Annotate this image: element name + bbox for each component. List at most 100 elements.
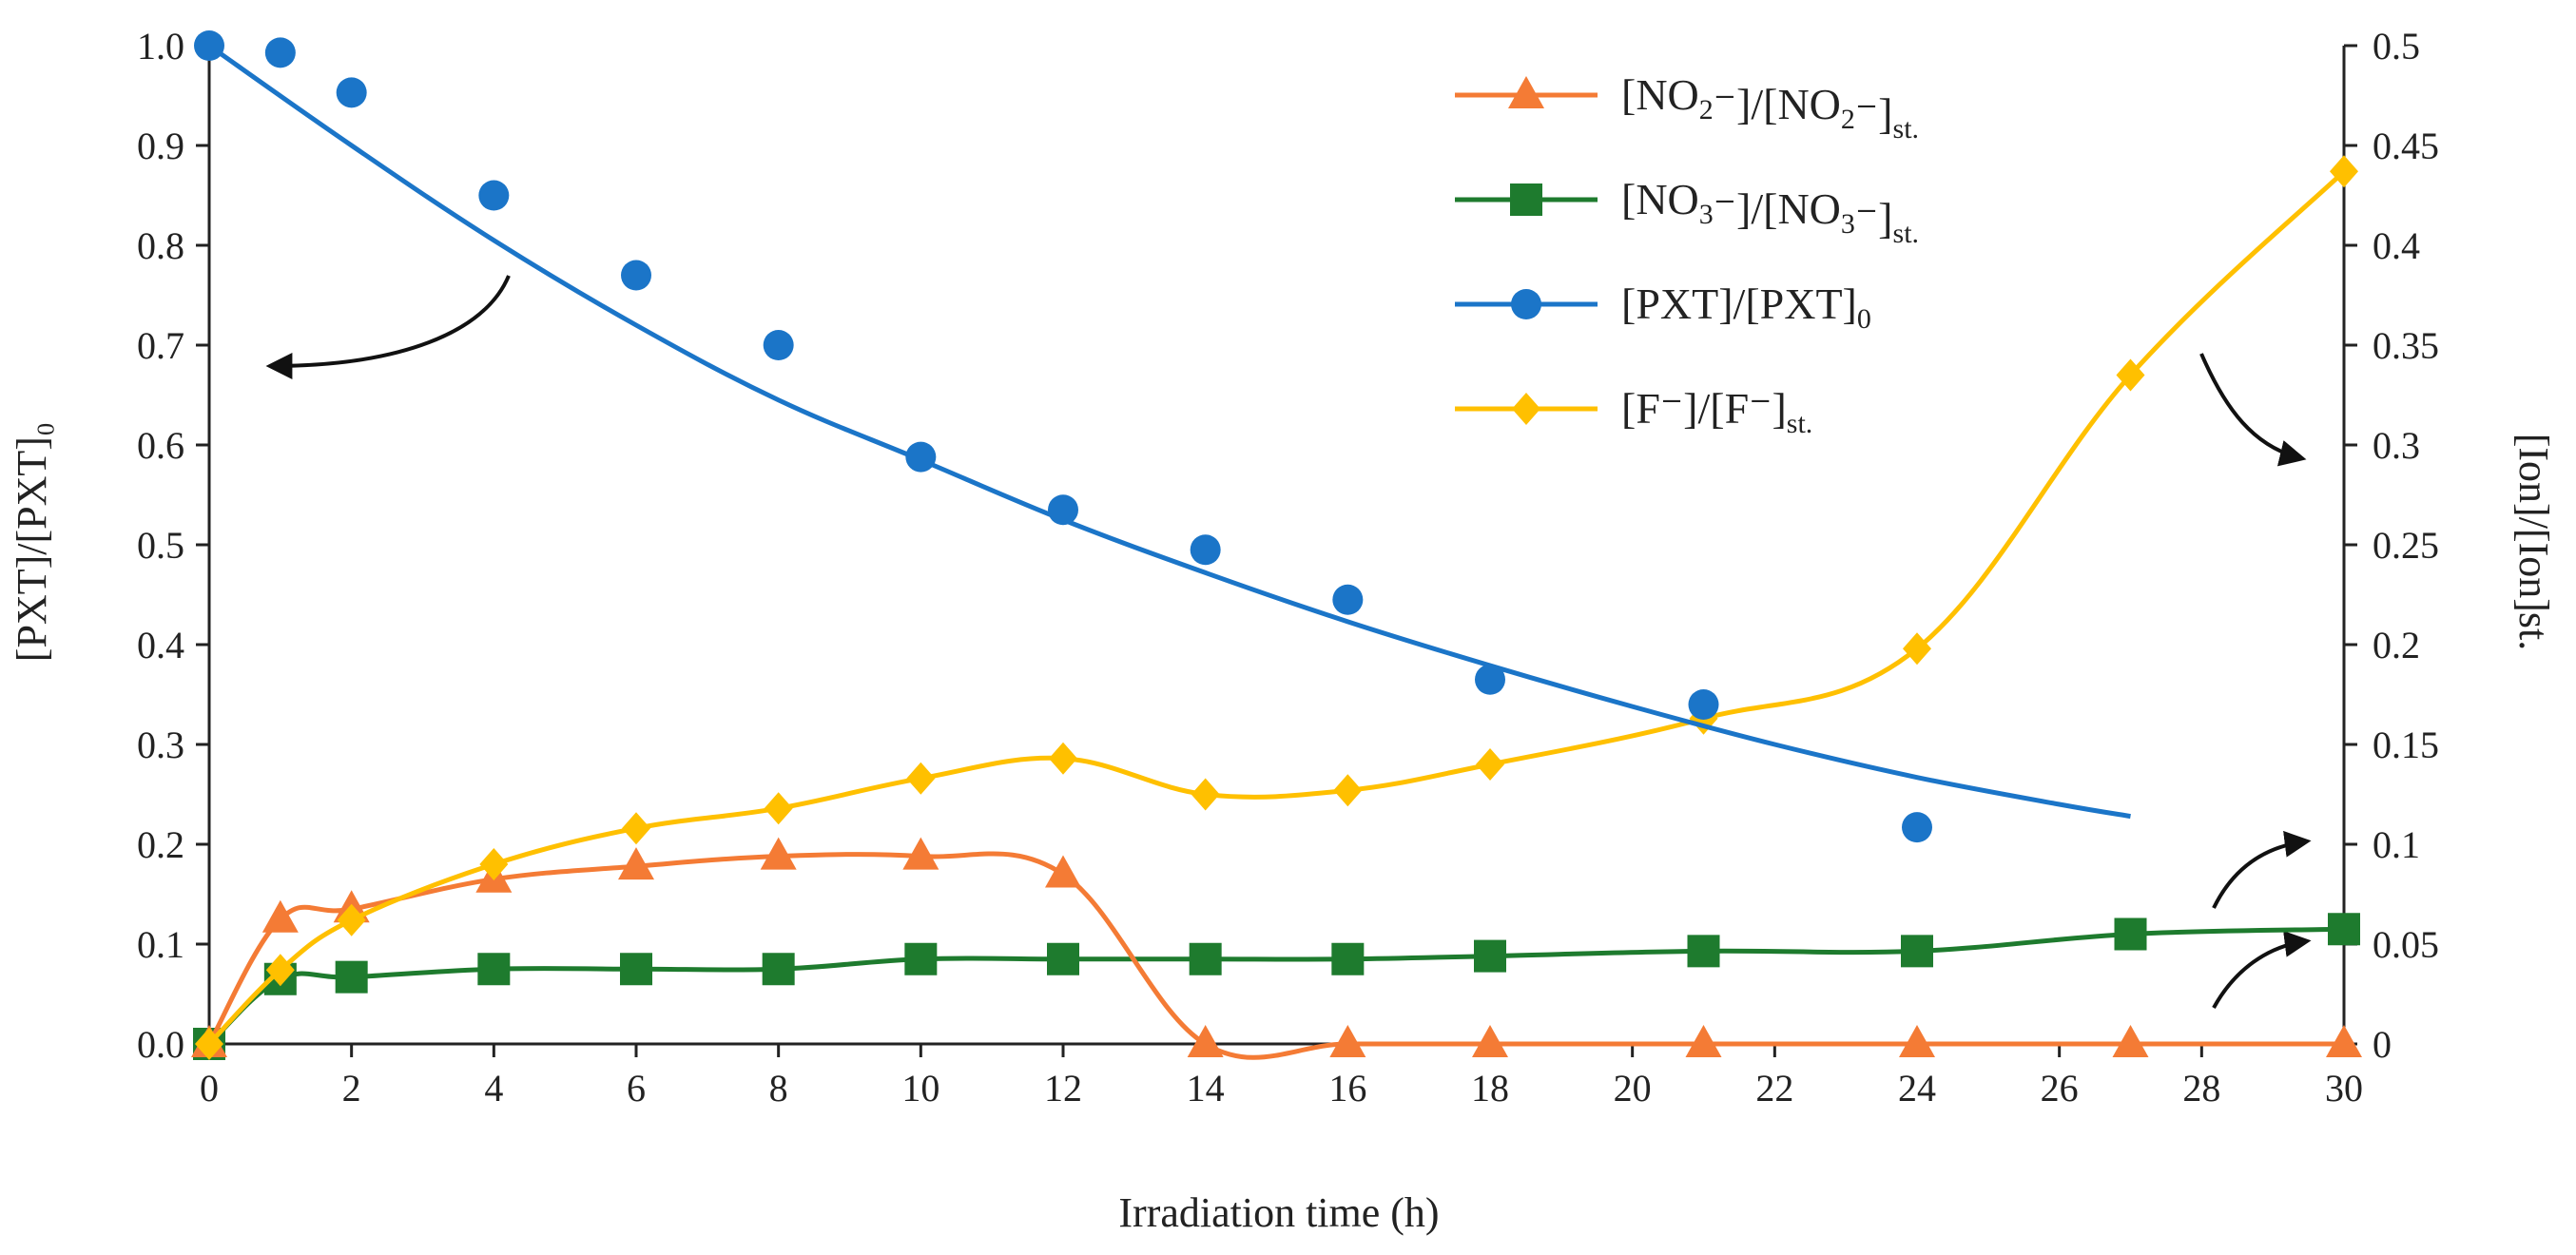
data-point: [1472, 1025, 1508, 1057]
y-left-tick-label: 0.1: [137, 923, 184, 966]
legend-subscript: 0: [1857, 303, 1871, 335]
data-point: [1687, 935, 1720, 968]
y-right-tick-label: 0.4: [2373, 224, 2420, 267]
annotation-arrow: [2212, 930, 2312, 1009]
data-point: [1901, 935, 1933, 968]
legend-subscript: st.: [1787, 408, 1813, 439]
x-tick-label: 22: [1755, 1067, 1793, 1110]
legend-marker: [1512, 393, 1540, 425]
axes: 0 2 4 6 8 10 12 14 16 18 20 22 24 26 28 300.00.10.20.30…: [137, 25, 2439, 1110]
legend-marker: [1511, 289, 1541, 319]
data-point: [1474, 939, 1506, 973]
y-left-tick-label: 1.0: [137, 25, 184, 68]
legend-marker: [1510, 183, 1542, 216]
annotation-arrow: [265, 275, 511, 379]
legend-subscript: 3: [1699, 199, 1714, 230]
data-point: [1333, 774, 1363, 807]
x-axis-title: Irradiation time (h): [1118, 1189, 1439, 1236]
x-tick-label: 12: [1044, 1067, 1082, 1110]
data-point: [337, 903, 366, 936]
y-right-tick-label: 0.15: [2373, 724, 2439, 766]
data-point: [261, 899, 299, 933]
data-point: [2330, 155, 2358, 188]
data-point: [2328, 913, 2360, 946]
x-tick-label: 16: [1328, 1067, 1366, 1110]
legend-label: [NO2⁻]/[NO2⁻]st.: [1621, 70, 1919, 145]
annotation-arrow: [2199, 353, 2307, 467]
data-point: [1902, 812, 1932, 843]
data-point: [336, 77, 367, 108]
data-point: [194, 30, 224, 61]
y-right-tick-label: 0.35: [2373, 324, 2439, 367]
data-point: [335, 960, 368, 994]
x-tick-label: 26: [2041, 1067, 2079, 1110]
data-point: [621, 260, 651, 291]
data-point: [1332, 584, 1364, 615]
data-point: [195, 1028, 223, 1060]
data-point: [905, 441, 937, 473]
data-point: [622, 812, 650, 845]
annotation-arrows: [265, 275, 2312, 1009]
data-point: [1047, 942, 1079, 975]
data-point: [764, 792, 793, 825]
data-point: [1331, 942, 1365, 975]
x-tick-label: 14: [1187, 1067, 1225, 1110]
data-point: [904, 942, 938, 975]
series-line: [207, 926, 2345, 1046]
y-right-tick-label: 0.05: [2373, 923, 2439, 966]
x-tick-label: 10: [901, 1067, 939, 1110]
data-point: [762, 953, 795, 986]
data-point: [1899, 1025, 1935, 1057]
y-left-tick-label: 0.0: [137, 1023, 184, 1066]
data-point: [1048, 494, 1078, 526]
data-point: [265, 954, 295, 987]
y-left-tick-label: 0.7: [137, 324, 184, 367]
y-right-tick-label: 0.45: [2373, 125, 2439, 167]
legend: [NO2⁻]/[NO2⁻]st.[NO3⁻]/[NO3⁻]st.[PXT]/[P…: [1455, 70, 1919, 439]
legend-text-part: ⁻]: [1855, 194, 1893, 242]
legend-item: [NO3⁻]/[NO3⁻]st.: [1455, 175, 1919, 249]
legend-subscript: 2: [1699, 94, 1714, 126]
y-right-tick-label: 0.2: [2373, 624, 2420, 666]
legend-marker: [1508, 76, 1544, 108]
legend-text-part: ⁻]/[NO: [1714, 184, 1841, 233]
legend-item: [PXT]/[PXT]0: [1455, 280, 1871, 335]
data-point: [1045, 855, 1081, 888]
x-tick-label: 28: [2182, 1067, 2220, 1110]
data-point: [760, 837, 797, 870]
x-tick-label: 30: [2325, 1067, 2363, 1110]
legend-label: [PXT]/[PXT]0: [1621, 280, 1871, 335]
data-point: [906, 762, 936, 795]
series-circle: [194, 30, 2131, 843]
y-left-tick-label: 0.9: [137, 125, 184, 167]
x-tick-label: 24: [1898, 1067, 1936, 1110]
legend-text-part: ⁻]/[NO: [1714, 80, 1841, 128]
series-diamond: [195, 155, 2358, 1060]
legend-text-part: [F⁻]/[F⁻]: [1621, 384, 1787, 433]
y-right-tick-label: 0.1: [2373, 823, 2420, 866]
data-point: [477, 953, 511, 986]
x-tick-label: 8: [769, 1067, 788, 1110]
legend-item: [NO2⁻]/[NO2⁻]st.: [1455, 70, 1919, 145]
x-tick-label: 4: [484, 1067, 503, 1110]
legend-text-part: [NO: [1621, 175, 1699, 223]
y-left-tick-label: 0.3: [137, 724, 184, 766]
y-right-tick-label: 0.5: [2373, 25, 2420, 68]
y-right-tick-label: 0.3: [2373, 424, 2420, 467]
data-point: [1190, 534, 1221, 566]
data-point: [1903, 632, 1931, 666]
legend-subscript: 3: [1841, 208, 1855, 240]
data-point: [763, 330, 794, 360]
x-tick-label: 18: [1471, 1067, 1509, 1110]
data-point: [1476, 748, 1504, 781]
data-point: [618, 847, 654, 880]
data-point: [1688, 689, 1719, 720]
series-fit-line: [207, 43, 2131, 820]
data-point: [1189, 942, 1222, 975]
data-point: [479, 848, 509, 880]
legend-subscript: 2: [1841, 104, 1855, 135]
x-tick-label: 20: [1614, 1067, 1652, 1110]
legend-label: [F⁻]/[F⁻]st.: [1621, 384, 1812, 439]
data-point: [2112, 1025, 2149, 1057]
